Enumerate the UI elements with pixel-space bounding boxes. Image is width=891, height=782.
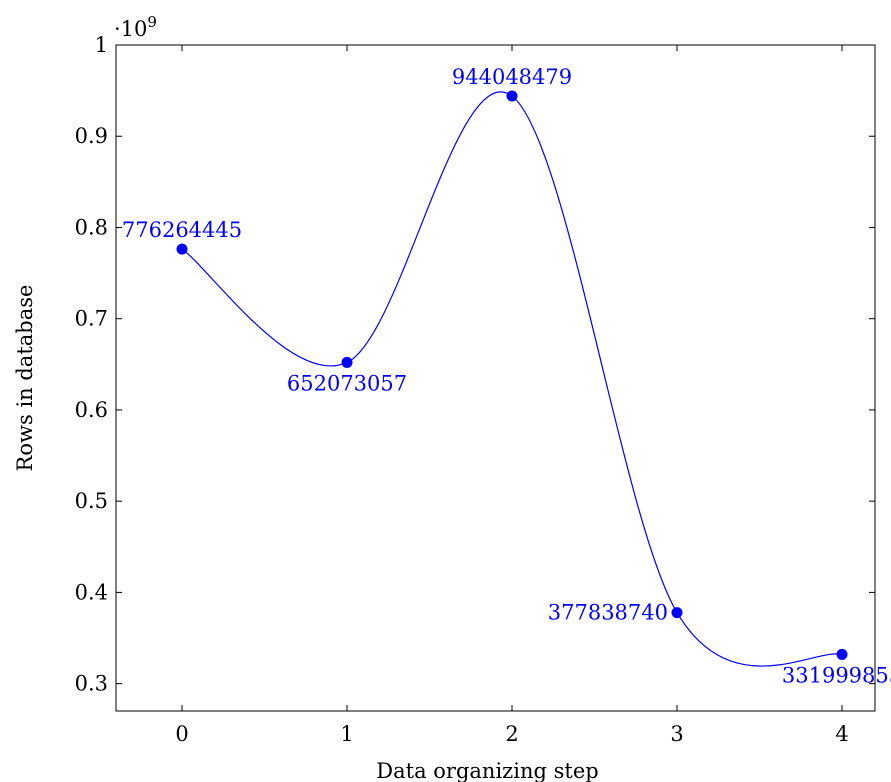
- plot-frame: [115, 44, 876, 712]
- y-tick-label: 0.6: [75, 398, 108, 422]
- data-label: 377838740: [548, 601, 668, 625]
- x-tick-label: 2: [505, 722, 518, 746]
- data-label: 776264445: [122, 218, 242, 242]
- x-tick-label: 4: [835, 722, 848, 746]
- data-point: [506, 90, 518, 102]
- data-point: [836, 648, 848, 660]
- y-tick-label: 0.4: [75, 580, 108, 604]
- x-tick-label: 3: [670, 722, 683, 746]
- y-scale-multiplier: ·109: [114, 13, 157, 41]
- y-axis-ticks: 0.3 0.4 0.5 0.6 0.7 0.8 0.9 1: [75, 33, 875, 696]
- data-point: [341, 356, 353, 368]
- data-label: 652073057: [287, 371, 407, 395]
- y-tick-label: 0.7: [75, 307, 108, 331]
- x-axis-label: Data organizing step: [376, 759, 598, 782]
- y-axis-label: Rows in database: [13, 285, 37, 472]
- x-tick-label: 1: [340, 722, 353, 746]
- y-tick-label: 1: [95, 33, 108, 57]
- y-scale-exponent: 9: [147, 13, 157, 31]
- data-label: 944048479: [452, 65, 572, 89]
- data-point: [176, 243, 188, 255]
- y-tick-label: 0.3: [75, 672, 108, 696]
- x-tick-label: 0: [175, 722, 188, 746]
- y-tick-label: 0.8: [75, 215, 108, 239]
- axes-frame: [115, 44, 876, 712]
- series-group: 776264445 652073057 944048479 377838740 3319…: [122, 65, 891, 687]
- y-tick-label: 0.5: [75, 489, 108, 513]
- x-axis-ticks: 0 1 2 3 4: [175, 45, 849, 746]
- y-scale-base: ·10: [114, 17, 147, 41]
- data-label: 331999855: [782, 663, 891, 687]
- data-point: [671, 607, 683, 619]
- series-line: [181, 91, 843, 667]
- y-tick-label: 0.9: [75, 124, 108, 148]
